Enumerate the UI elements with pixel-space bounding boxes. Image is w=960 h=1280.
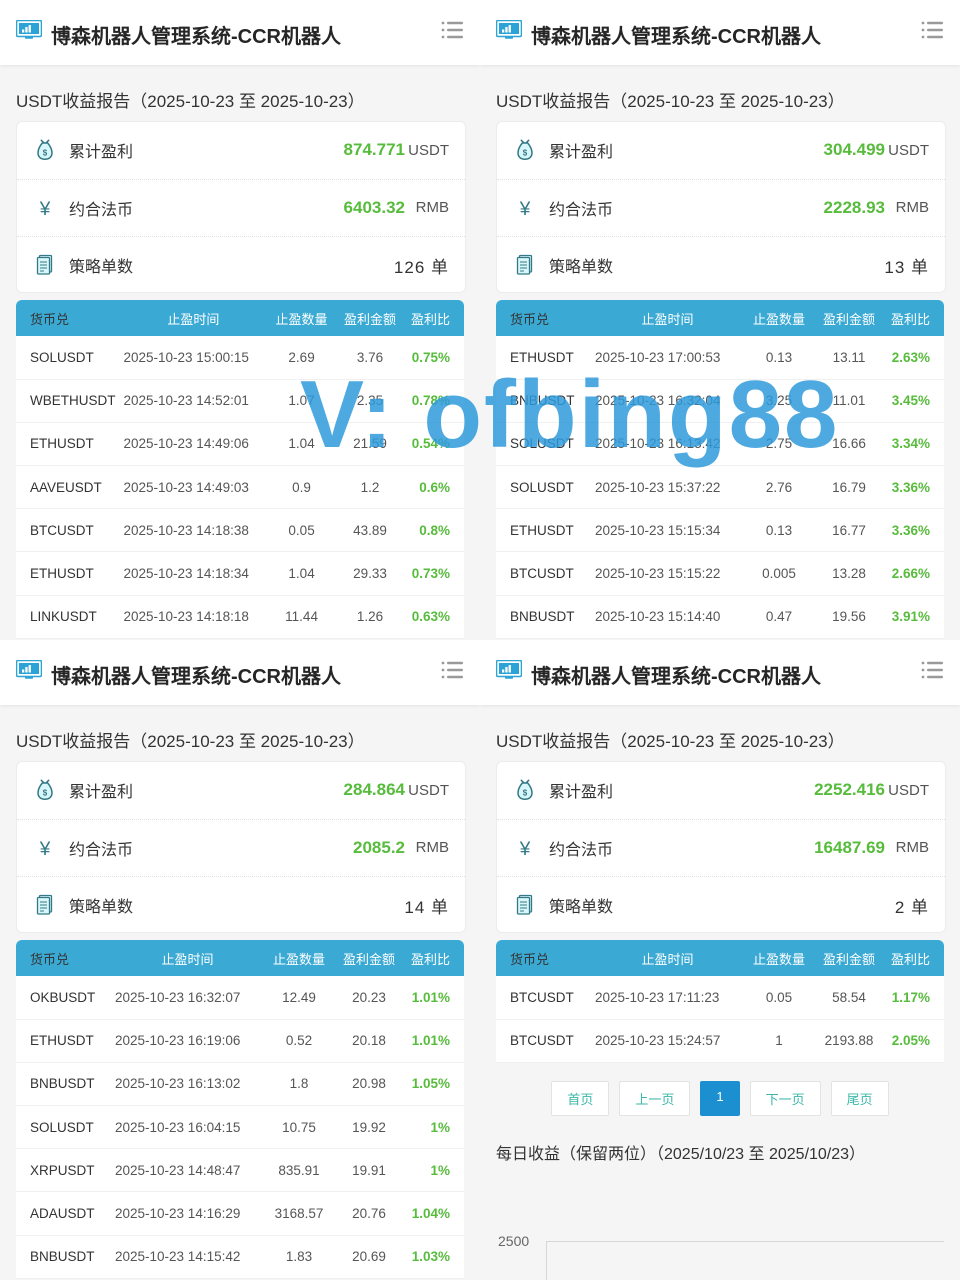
svg-text:$: $: [43, 789, 48, 798]
svg-text:$: $: [523, 149, 528, 158]
svg-text:¥: ¥: [39, 839, 51, 860]
svg-text:¥: ¥: [519, 839, 531, 860]
svg-text:$: $: [43, 149, 48, 158]
svg-text:¥: ¥: [39, 199, 51, 220]
svg-text:¥: ¥: [519, 199, 531, 220]
svg-text:$: $: [523, 789, 528, 798]
